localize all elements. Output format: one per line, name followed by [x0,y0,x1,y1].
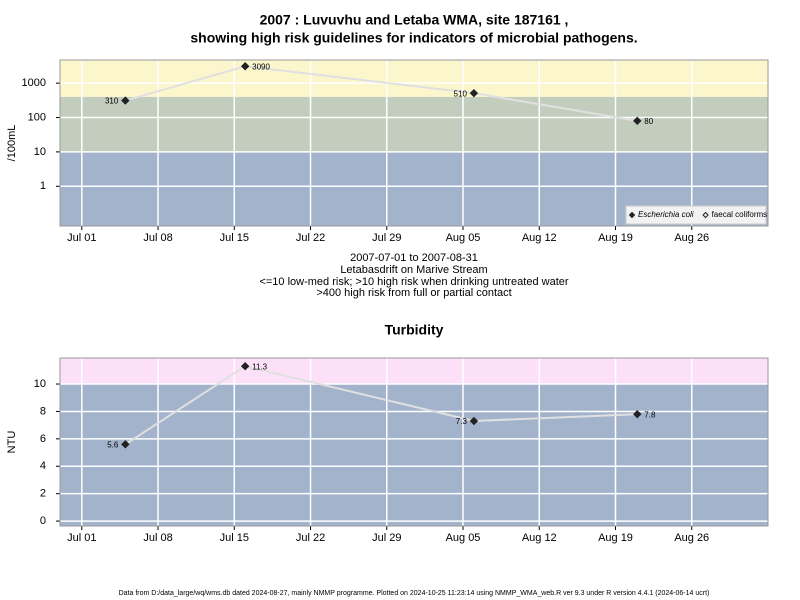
y-tick-label: 0 [40,515,46,527]
x-tick-label: Aug 26 [674,532,709,544]
series-line [124,365,638,446]
x-tick-label: Aug 26 [674,232,709,244]
x-tick-label: Jul 15 [220,232,249,244]
legend-label: faecal coliforms [712,210,768,219]
x-tick-label: Aug 12 [522,532,557,544]
risk-band [60,358,768,385]
x-tick-label: Jul 29 [372,232,401,244]
y-tick-label: 1 [40,180,46,192]
x-tick-label: Jul 29 [372,532,401,544]
annotation: 2007-07-01 to 2007-08-31 [350,252,478,264]
x-tick-label: Jul 08 [143,232,172,244]
y-tick-label: 100 [28,111,46,123]
y-tick-label: 2 [40,488,46,500]
y-tick-label: 10 [34,378,46,390]
y-tick-label: 1000 [22,77,46,89]
data-label: 5.6 [107,440,119,449]
chart-title: showing high risk guidelines for indicat… [190,30,637,46]
y-axis-label: /100mL [6,125,18,162]
data-label: 80 [644,117,653,126]
risk-band [60,60,768,97]
risk-band [60,96,768,152]
legend-marker [628,211,636,219]
x-tick-label: Jul 01 [67,232,96,244]
series-line [125,65,638,122]
y-tick-label: 4 [40,460,46,472]
legend-marker [702,211,709,219]
data-point [240,362,250,371]
legend-box [625,205,767,225]
x-tick-label: Aug 05 [446,532,481,544]
x-tick-label: Aug 19 [598,532,633,544]
y-tick-label: 8 [40,405,46,417]
data-label: 7.3 [456,417,468,426]
x-tick-label: Jul 22 [296,532,325,544]
chart-title: Turbidity [385,322,444,338]
data-point [121,440,130,449]
annotation: <=10 low-med risk; >10 high risk when dr… [259,276,568,288]
data-label: 3090 [252,62,270,71]
data-label: 510 [454,89,468,98]
x-tick-label: Aug 05 [446,232,481,244]
data-point [633,116,642,126]
footer: Data from D:/data_large/wq/wms.db dated … [119,590,710,597]
plot-frame [59,59,769,227]
data-point [121,96,130,105]
y-axis-label: NTU [6,431,18,454]
y-tick-label: 10 [34,146,46,158]
data-point [469,416,479,426]
x-tick-label: Jul 01 [67,532,96,544]
x-tick-label: Jul 22 [296,232,325,244]
data-point [240,62,250,71]
data-point [633,409,642,419]
data-label: 7.8 [644,410,656,419]
legend-label: Escherichia coli [638,210,694,219]
y-tick-label: 6 [40,433,46,445]
data-point [469,88,479,98]
x-tick-label: Jul 08 [143,532,172,544]
annotation: >400 high risk from full or partial cont… [316,287,511,299]
risk-band [60,384,768,526]
data-label: 11.3 [252,362,268,371]
plot-frame [59,357,769,527]
x-tick-label: Aug 19 [598,232,633,244]
data-label: 310 [105,97,119,106]
x-tick-label: Jul 15 [220,532,249,544]
x-tick-label: Aug 12 [522,232,557,244]
chart-title: 2007 : Luvuvhu and Letaba WMA, site 1871… [260,12,569,28]
annotation: Letabasdrift on Marive Stream [340,264,487,276]
